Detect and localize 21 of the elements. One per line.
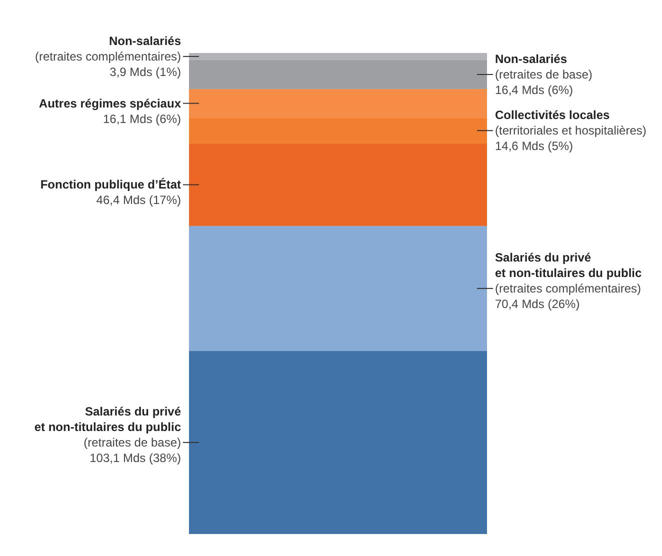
- series-label: Non-salariés (retraites de base): [495, 52, 592, 82]
- series-label: Non-salariés (retraites complémentaires): [34, 34, 182, 64]
- series-label: Salariés du privé et non-titulaires du public (retraites complémentaires): [495, 250, 642, 296]
- series-label: Salariés du privé et non-titulaires du public (retraites de base): [34, 404, 182, 450]
- series-label: Fonction publique d’État: [40, 178, 181, 192]
- series-label: Autres régimes spéciaux: [38, 96, 182, 110]
- bar: [189, 60, 487, 90]
- series-label: Collectivités locales (territoriales et hospitalières): [495, 108, 646, 138]
- bar: [189, 118, 487, 144]
- data-label: 70,4 Mds (26%): [495, 296, 580, 311]
- bar: [189, 53, 487, 60]
- data-label: 103,1 Mds (38%): [90, 450, 181, 465]
- data-label: 3,9 Mds (1%): [110, 64, 181, 79]
- data-label: 46,4 Mds (17%): [96, 193, 182, 208]
- bar: [189, 89, 487, 118]
- data-label: 14,6 Mds (5%): [495, 139, 574, 154]
- bar: [189, 226, 487, 351]
- data-label: 16,4 Mds (6%): [495, 82, 574, 97]
- bar: [189, 350, 487, 534]
- data-label: 16,1 Mds (6%): [102, 112, 181, 126]
- bar: [189, 144, 487, 226]
